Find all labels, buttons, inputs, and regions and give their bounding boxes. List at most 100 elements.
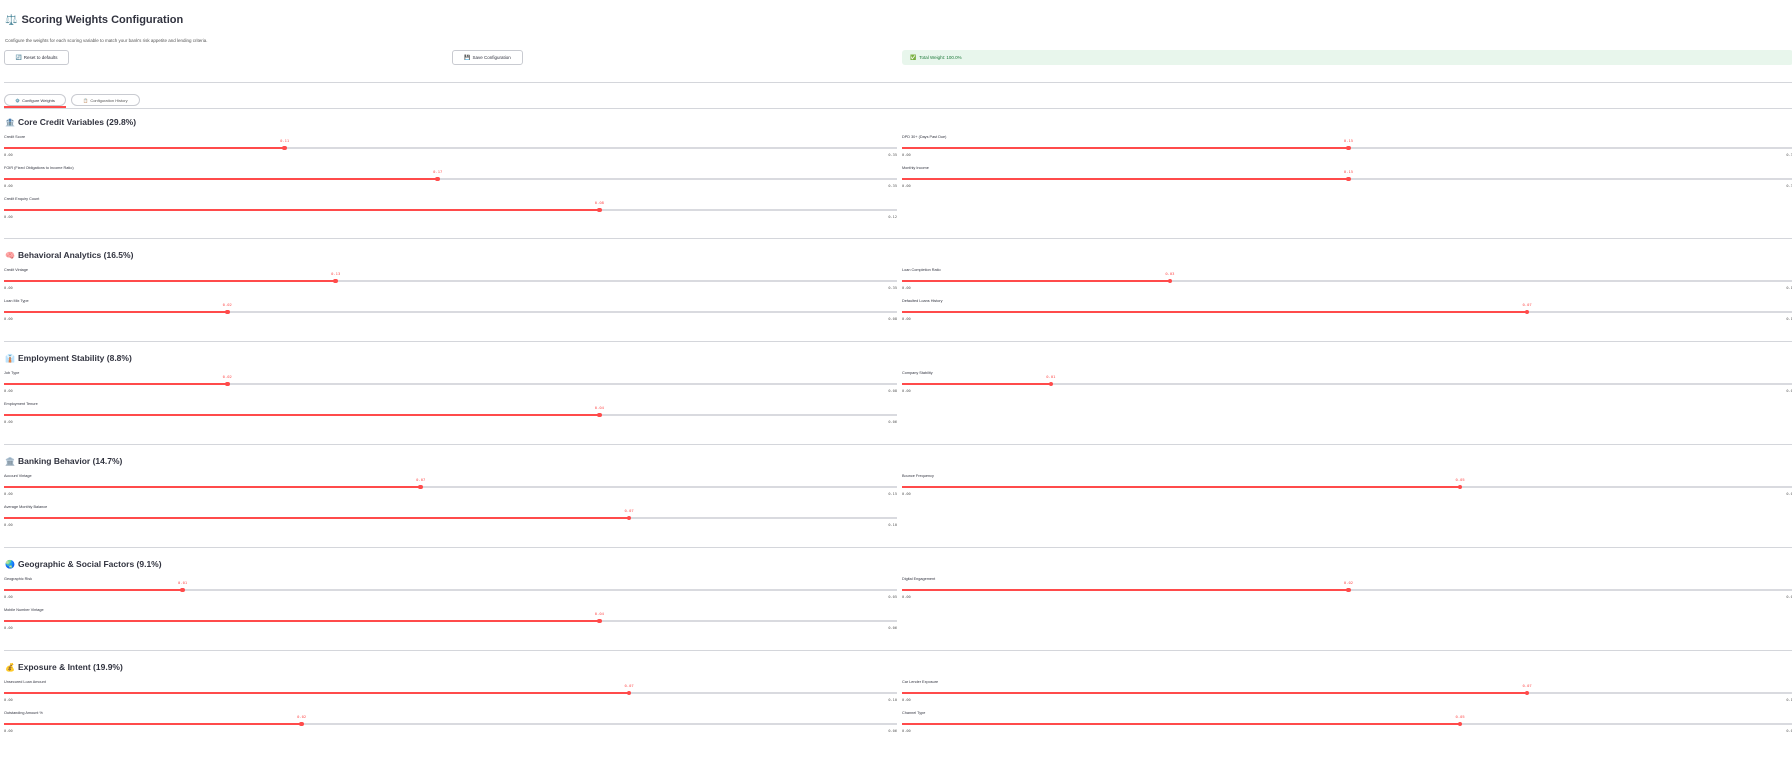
slider-thumb[interactable]	[626, 515, 632, 520]
weight-slider[interactable]: Unsecured Loan Amount 0.07 0.00 0.10	[4, 680, 897, 706]
weight-slider[interactable]: Bounce Frequency 0.05 0.00 0.08	[902, 474, 1792, 500]
bank-icon: 🏦	[5, 117, 15, 127]
slider-thumb[interactable]	[225, 309, 230, 314]
slider-fill	[902, 383, 1051, 385]
slider-thumb[interactable]	[418, 484, 423, 489]
weight-slider[interactable]: Job Type 0.02 0.00 0.08	[4, 371, 897, 397]
slider-thumb[interactable]	[597, 207, 602, 212]
weight-slider[interactable]: Credit Enquiry Count 0.08 0.00 0.12	[4, 197, 897, 223]
slider-value: 0.03	[1165, 271, 1175, 276]
slider-thumb[interactable]	[299, 721, 304, 726]
slider-thumb[interactable]	[1457, 484, 1463, 489]
section-divider	[4, 238, 1792, 239]
weight-slider[interactable]: Digital Engagement 0.02 0.00 0.04	[902, 577, 1792, 603]
weight-slider[interactable]: Company Stability 0.01 0.00 0.06	[902, 371, 1792, 397]
slider-track[interactable]	[4, 147, 897, 149]
slider-thumb[interactable]	[435, 176, 440, 181]
floppy-disk-icon: 💾	[464, 54, 471, 61]
slider-fill	[902, 280, 1170, 282]
slider-thumb[interactable]	[597, 618, 602, 623]
weight-slider[interactable]: Car Lender Exposure 0.07 0.00 0.10	[902, 680, 1792, 706]
slider-thumb[interactable]	[1346, 176, 1351, 181]
weight-slider[interactable]: DPD 30+ (Days Past Due) 0.15 0.00 0.30	[902, 135, 1792, 161]
slider-track[interactable]	[4, 311, 897, 313]
slider-value: 0.07	[1522, 302, 1532, 307]
slider-thumb[interactable]	[1346, 587, 1351, 592]
weight-slider[interactable]: FOIR (Fixed Obligations to Income Ratio)…	[4, 166, 897, 192]
weight-slider[interactable]: Monthly Income 0.15 0.00 0.30	[902, 166, 1792, 192]
slider-label: DPD 30+ (Days Past Due)	[902, 135, 947, 139]
slider-value: 0.08	[594, 200, 604, 205]
slider-thumb[interactable]	[597, 412, 602, 417]
weight-slider[interactable]: Credit Vintage 0.13 0.00 0.35	[4, 268, 897, 294]
slider-thumb[interactable]	[333, 278, 338, 283]
slider-max: 0.35	[888, 184, 897, 188]
slider-min: 0.00	[4, 626, 13, 630]
slider-label: Bounce Frequency	[902, 474, 934, 478]
slider-track[interactable]	[4, 486, 897, 488]
slider-thumb[interactable]	[626, 690, 632, 695]
weight-slider[interactable]: Mobile Number Vintage 0.04 0.00 0.06	[4, 608, 897, 634]
tab-configure-weights[interactable]: ⚙️ Configure Weights	[4, 94, 66, 106]
slider-max: 0.08	[888, 317, 897, 321]
slider-thumb[interactable]	[1524, 309, 1530, 314]
slider-track[interactable]	[4, 589, 897, 591]
slider-thumb[interactable]	[1524, 690, 1530, 695]
slider-label: Geographic Risk	[4, 577, 33, 581]
weight-slider[interactable]: Credit Score 0.11 0.00 0.35	[4, 135, 897, 161]
divider	[4, 82, 1792, 83]
slider-max: 0.05	[888, 595, 897, 599]
section-title-text: Behavioral Analytics (16.5%)	[17, 250, 134, 260]
weight-slider[interactable]: Channel Type 0.05 0.00 0.08	[902, 711, 1792, 737]
tab-label: Configuration History	[90, 97, 128, 103]
slider-thumb[interactable]	[1346, 145, 1351, 150]
slider-min: 0.00	[902, 389, 911, 393]
slider-value: 0.05	[1455, 714, 1465, 719]
slider-value: 0.05	[1455, 477, 1465, 482]
slider-thumb[interactable]	[1048, 381, 1054, 386]
weight-slider[interactable]: Loan Mix Type 0.02 0.00 0.08	[4, 299, 897, 325]
slider-fill	[4, 486, 421, 488]
weight-slider[interactable]: Geographic Risk 0.01 0.00 0.05	[4, 577, 897, 603]
slider-track[interactable]	[4, 723, 897, 725]
slider-track[interactable]	[4, 178, 897, 180]
weight-slider[interactable]: Average Monthly Balance 0.07 0.00 0.10	[4, 505, 897, 531]
save-configuration-button[interactable]: 💾 Save Configuration	[452, 50, 523, 65]
slider-max: 0.06	[888, 729, 897, 733]
weight-slider[interactable]: Defaulted Loans History 0.07 0.00 0.10	[902, 299, 1792, 325]
slider-track[interactable]	[902, 383, 1792, 385]
active-tab-indicator	[4, 106, 66, 108]
slider-value: 0.04	[594, 405, 604, 410]
weight-slider[interactable]: Outstanding Amount % 0.02 0.00 0.06	[4, 711, 897, 737]
section-title: 💰 Exposure & Intent (19.9%)	[5, 662, 123, 672]
slider-fill	[902, 692, 1528, 694]
weight-slider[interactable]: Account Vintage 0.07 0.00 0.15	[4, 474, 897, 500]
section-title-text: Core Credit Variables (29.8%)	[17, 117, 137, 127]
weight-slider[interactable]: Employment Tenure 0.04 0.00 0.06	[4, 402, 897, 428]
slider-label: Average Monthly Balance	[4, 505, 48, 509]
slider-thumb[interactable]	[225, 381, 230, 386]
reset-to-defaults-button[interactable]: 🔄 Reset to defaults	[4, 50, 69, 65]
slider-thumb[interactable]	[180, 587, 185, 592]
slider-thumb[interactable]	[1167, 278, 1173, 283]
slider-label: Unsecured Loan Amount	[4, 680, 46, 684]
slider-max: 0.15	[888, 492, 897, 496]
slider-track[interactable]	[4, 383, 897, 385]
slider-label: Channel Type	[902, 711, 926, 715]
page-subtitle: Configure the weights for each scoring v…	[5, 38, 208, 43]
slider-track[interactable]	[4, 280, 897, 282]
slider-thumb[interactable]	[1457, 721, 1463, 726]
slider-fill	[902, 723, 1461, 725]
slider-fill	[4, 311, 228, 313]
tab-configuration-history[interactable]: 📋 Configuration History	[71, 94, 140, 106]
slider-track[interactable]	[902, 280, 1792, 282]
slider-label: Car Lender Exposure	[902, 680, 939, 684]
balance-scale-icon: ⚖️	[5, 14, 18, 26]
section-title-text: Geographic & Social Factors (9.1%)	[17, 559, 162, 569]
slider-max: 0.10	[1786, 286, 1792, 290]
slider-fill	[902, 178, 1349, 180]
slider-max: 0.10	[1786, 317, 1792, 321]
weight-slider[interactable]: Loan Completion Ratio 0.03 0.00 0.10	[902, 268, 1792, 294]
slider-fill	[4, 383, 228, 385]
slider-thumb[interactable]	[282, 145, 287, 150]
